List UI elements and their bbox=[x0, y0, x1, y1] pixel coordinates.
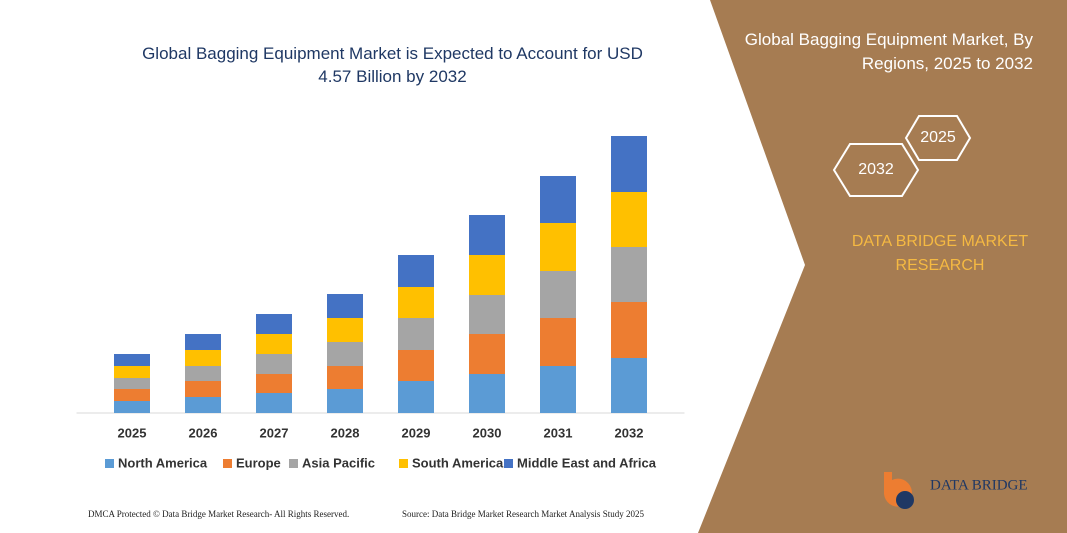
legend-swatch bbox=[105, 459, 114, 468]
bar-segment bbox=[185, 350, 221, 366]
bar-segment bbox=[327, 318, 363, 342]
bar-segment bbox=[327, 294, 363, 318]
legend-label: North America bbox=[118, 455, 208, 470]
legend-swatch bbox=[399, 459, 408, 468]
bar-segment bbox=[327, 366, 363, 389]
bar-segment bbox=[540, 223, 576, 271]
bar-segment bbox=[256, 314, 292, 334]
bar-segment bbox=[398, 255, 434, 287]
bar-segment bbox=[469, 374, 505, 413]
bar-segment bbox=[469, 255, 505, 295]
x-tick-label: 2026 bbox=[189, 425, 218, 440]
bar-segment bbox=[327, 342, 363, 366]
bar-segment bbox=[398, 318, 434, 350]
hexagon bbox=[832, 143, 920, 197]
bar-segment bbox=[114, 378, 150, 389]
x-tick-label: 2025 bbox=[118, 425, 147, 440]
chart-title: Global Bagging Equipment Market is Expec… bbox=[142, 44, 643, 86]
bar-segment bbox=[398, 287, 434, 318]
brand-text: DATA BRIDGE MARKET RESEARCH bbox=[851, 233, 1029, 274]
bar-segment bbox=[185, 366, 221, 381]
x-tick-label: 2032 bbox=[615, 425, 644, 440]
side-panel bbox=[698, 0, 1067, 533]
x-tick-label: 2027 bbox=[260, 425, 289, 440]
bar-segment bbox=[114, 389, 150, 401]
legend-swatch bbox=[289, 459, 298, 468]
bar-segment bbox=[469, 215, 505, 255]
bar-segment bbox=[256, 374, 292, 393]
bar-segment bbox=[185, 397, 221, 413]
legend-label: Asia Pacific bbox=[302, 455, 375, 470]
bar-segment bbox=[256, 334, 292, 354]
hexagon bbox=[904, 115, 972, 161]
bar-segment bbox=[611, 192, 647, 247]
x-tick-label: 2030 bbox=[473, 425, 502, 440]
logo-icon bbox=[896, 491, 914, 509]
legend-label: Middle East and Africa bbox=[517, 455, 657, 470]
bar-segment bbox=[256, 354, 292, 374]
bar-segment bbox=[114, 366, 150, 378]
footer-text: DMCA Protected © Data Bridge Market Rese… bbox=[88, 509, 349, 519]
bar-segment bbox=[469, 295, 505, 334]
hexagon-label: 2032 bbox=[858, 161, 894, 178]
bar-segment bbox=[398, 381, 434, 413]
bar-segment bbox=[469, 334, 505, 374]
bar-segment bbox=[327, 389, 363, 413]
footer-text: Source: Data Bridge Market Research Mark… bbox=[402, 509, 644, 519]
bar-segment bbox=[185, 381, 221, 397]
x-tick-label: 2029 bbox=[402, 425, 431, 440]
legend-label: Europe bbox=[236, 455, 281, 470]
bar-segment bbox=[540, 271, 576, 318]
bar-segment bbox=[540, 176, 576, 223]
bar-segment bbox=[398, 350, 434, 381]
bar-segment bbox=[611, 358, 647, 413]
bar-segment bbox=[611, 247, 647, 302]
bar-segment bbox=[611, 136, 647, 192]
bar-segment bbox=[540, 318, 576, 366]
x-tick-label: 2028 bbox=[331, 425, 360, 440]
bar-segment bbox=[185, 334, 221, 350]
bar-segment bbox=[114, 401, 150, 413]
bar-segment bbox=[114, 354, 150, 366]
bar-segment bbox=[540, 366, 576, 413]
hexagon-label: 2025 bbox=[920, 129, 956, 146]
legend-swatch bbox=[223, 459, 232, 468]
legend-swatch bbox=[504, 459, 513, 468]
bar-segment bbox=[256, 393, 292, 413]
bar-segment bbox=[611, 302, 647, 358]
legend-label: South America bbox=[412, 455, 504, 470]
logo-text: DATA BRIDGE bbox=[930, 477, 1028, 493]
panel-title: Global Bagging Equipment Market, By Regi… bbox=[744, 30, 1033, 73]
x-tick-label: 2031 bbox=[544, 425, 573, 440]
